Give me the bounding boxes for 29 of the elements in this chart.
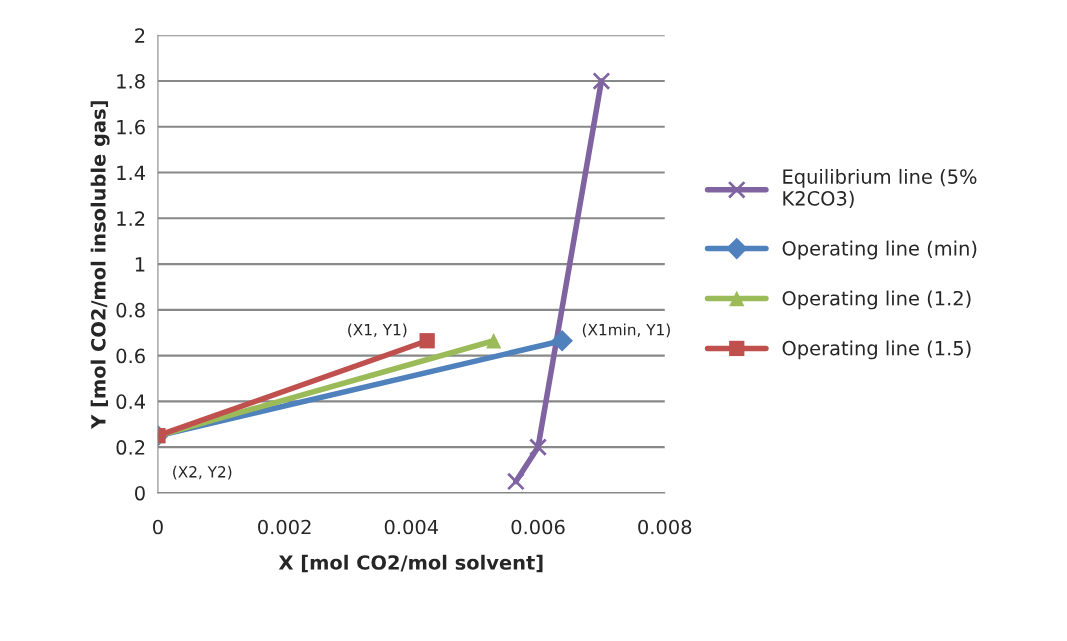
y-tick-label: 1 (135, 257, 145, 272)
y-axis-title: Y [mol CO2/mol insoluble gas] (90, 101, 110, 429)
point (506, 472, 525, 491)
y-tick-label: 0.8 (116, 302, 145, 318)
point (592, 71, 611, 91)
x-tick-label: 0.008 (638, 519, 692, 535)
x-tick-label: 0.002 (258, 519, 311, 535)
legend-label: Operating line (min) (782, 240, 977, 260)
y-tick-label: 1.8 (117, 73, 145, 89)
y-tick-label: 0.4 (116, 394, 146, 410)
y-tick-label: 0.2 (116, 440, 145, 455)
annotation: (X1, Y1) (348, 323, 407, 338)
legend-label: Operating line (1.5) (782, 340, 971, 360)
legend-label: Operating line (1.2) (782, 290, 971, 310)
y-tick-label: 0.6 (116, 348, 145, 364)
annotation: (X2, Y2) (173, 465, 232, 480)
y-tick-label: 1.4 (117, 165, 146, 180)
y-tick-label: 1.6 (117, 119, 145, 135)
annotation: (X1min, Y1) (582, 323, 670, 338)
y-tick-label: 0 (135, 485, 145, 501)
x-tick-label: 0.006 (511, 519, 565, 535)
point (486, 333, 502, 349)
legend-label: Equilibrium line (5% K2CO3) (783, 168, 977, 209)
y-tick-label: 2 (135, 28, 145, 43)
x-tick-label: 0.004 (384, 519, 439, 535)
y-tick-label: 1.2 (117, 211, 145, 226)
point (529, 438, 548, 457)
x-axis-title: X [mol CO2/mol solvent] (278, 554, 543, 573)
x-tick-label: 0 (153, 519, 163, 535)
